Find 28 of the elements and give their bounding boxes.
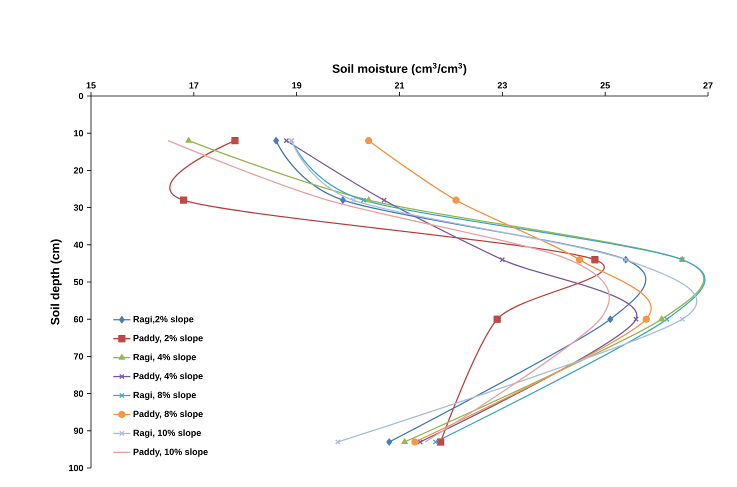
x-tick-label: 21: [394, 82, 404, 88]
legend-label: Paddy, 4% slope: [134, 372, 203, 381]
legend-label: Ragi, 10% slope: [134, 429, 201, 438]
x-tick-label: 25: [600, 82, 610, 88]
y-tick-label: 10: [74, 130, 84, 136]
x-tick-label: 27: [703, 82, 713, 88]
legend-label: Ragi, 4% slope: [134, 354, 196, 362]
x-tick-label: 15: [86, 82, 96, 88]
y-tick-label: 100: [69, 464, 84, 472]
y-tick-label: 0: [78, 92, 84, 100]
y-tick-label: 20: [74, 167, 84, 174]
legend-label: Paddy, 8% slope: [134, 410, 203, 419]
x-tick-label: 19: [292, 82, 302, 88]
y-tick-label: 40: [74, 242, 84, 248]
x-tick-label: 17: [189, 82, 198, 88]
y-tick-label: 70: [74, 353, 84, 360]
x-axis-title: Soil moisture (cm$^{3}$/cm$^{3}$): [332, 62, 466, 76]
legend-label: Ragi,2% slope: [134, 316, 194, 324]
legend-label: Paddy, 2% slope: [134, 334, 203, 344]
y-tick-label: 50: [74, 278, 84, 286]
legend-label: Paddy, 10% slope: [134, 448, 208, 457]
legend-label: Ragi, 8% slope: [134, 392, 196, 400]
y-tick-label: 60: [74, 316, 84, 322]
y-tick-label: 90: [74, 428, 84, 434]
x-tick-label: 23: [498, 82, 507, 88]
y-tick-label: 30: [74, 204, 84, 211]
y-axis-title: Soil depth (cm): [50, 239, 62, 325]
y-tick-label: 80: [74, 390, 84, 397]
